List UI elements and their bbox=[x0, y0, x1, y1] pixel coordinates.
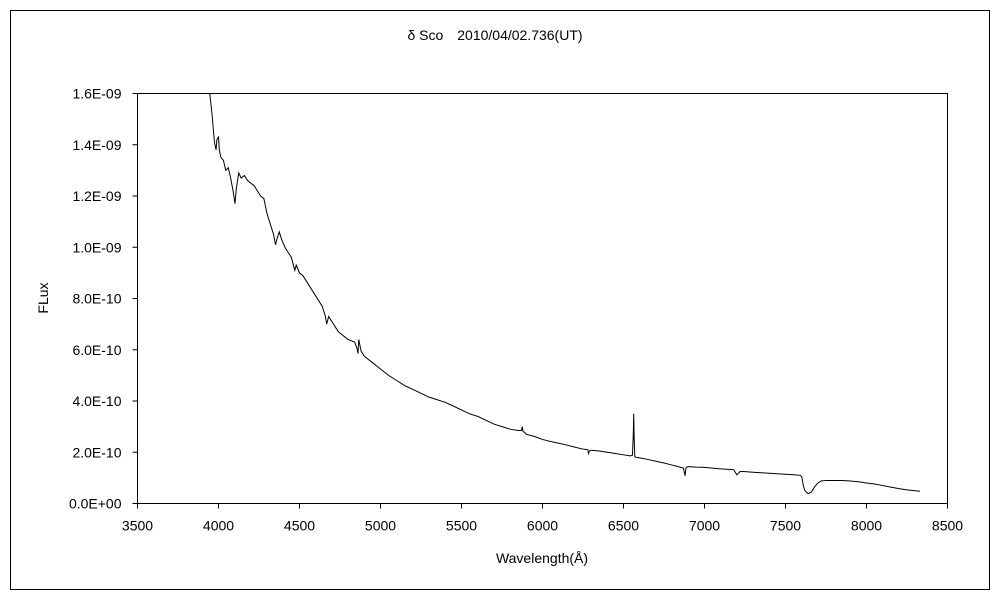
x-tick-label: 3500 bbox=[122, 518, 153, 534]
y-tick-label: 8.0E-10 bbox=[72, 291, 121, 307]
x-tick-label: 8000 bbox=[851, 518, 882, 534]
spectrum-line bbox=[209, 93, 921, 495]
chart-title: δ Sco 2010/04/02.736(UT) bbox=[407, 27, 582, 43]
y-tick-label: 0.0E+00 bbox=[69, 496, 122, 512]
x-tick-label: 5000 bbox=[365, 518, 396, 534]
y-tick-label: 1.2E-09 bbox=[72, 188, 121, 204]
x-tick-label: 8500 bbox=[932, 518, 963, 534]
y-tick-label: 1.0E-09 bbox=[72, 239, 121, 255]
plot-area bbox=[137, 93, 948, 504]
x-tick-label: 6500 bbox=[608, 518, 639, 534]
x-tick-label: 4500 bbox=[284, 518, 315, 534]
x-axis: 3500 4000 4500 5000 5500 6000 6500 7000 7500 8000… bbox=[122, 503, 963, 534]
y-tick-label: 1.4E-09 bbox=[72, 137, 121, 153]
x-tick-label: 5500 bbox=[446, 518, 477, 534]
y-axis: 0.0E+00 2.0E-10 4.0E-10 6.0E-10 8.0E-10 1.0E-… bbox=[69, 86, 138, 512]
y-tick-label: 6.0E-10 bbox=[72, 342, 121, 358]
x-tick-label: 7500 bbox=[770, 518, 801, 534]
x-axis-title: Wavelength(Å) bbox=[496, 550, 588, 566]
x-tick-label: 7000 bbox=[689, 518, 720, 534]
x-tick-label: 4000 bbox=[203, 518, 234, 534]
y-axis-title: FLux bbox=[35, 282, 51, 313]
y-tick-label: 4.0E-10 bbox=[72, 393, 121, 409]
y-tick-label: 1.6E-09 bbox=[72, 86, 121, 102]
x-tick-label: 6000 bbox=[527, 518, 558, 534]
y-tick-label: 2.0E-10 bbox=[72, 444, 121, 460]
